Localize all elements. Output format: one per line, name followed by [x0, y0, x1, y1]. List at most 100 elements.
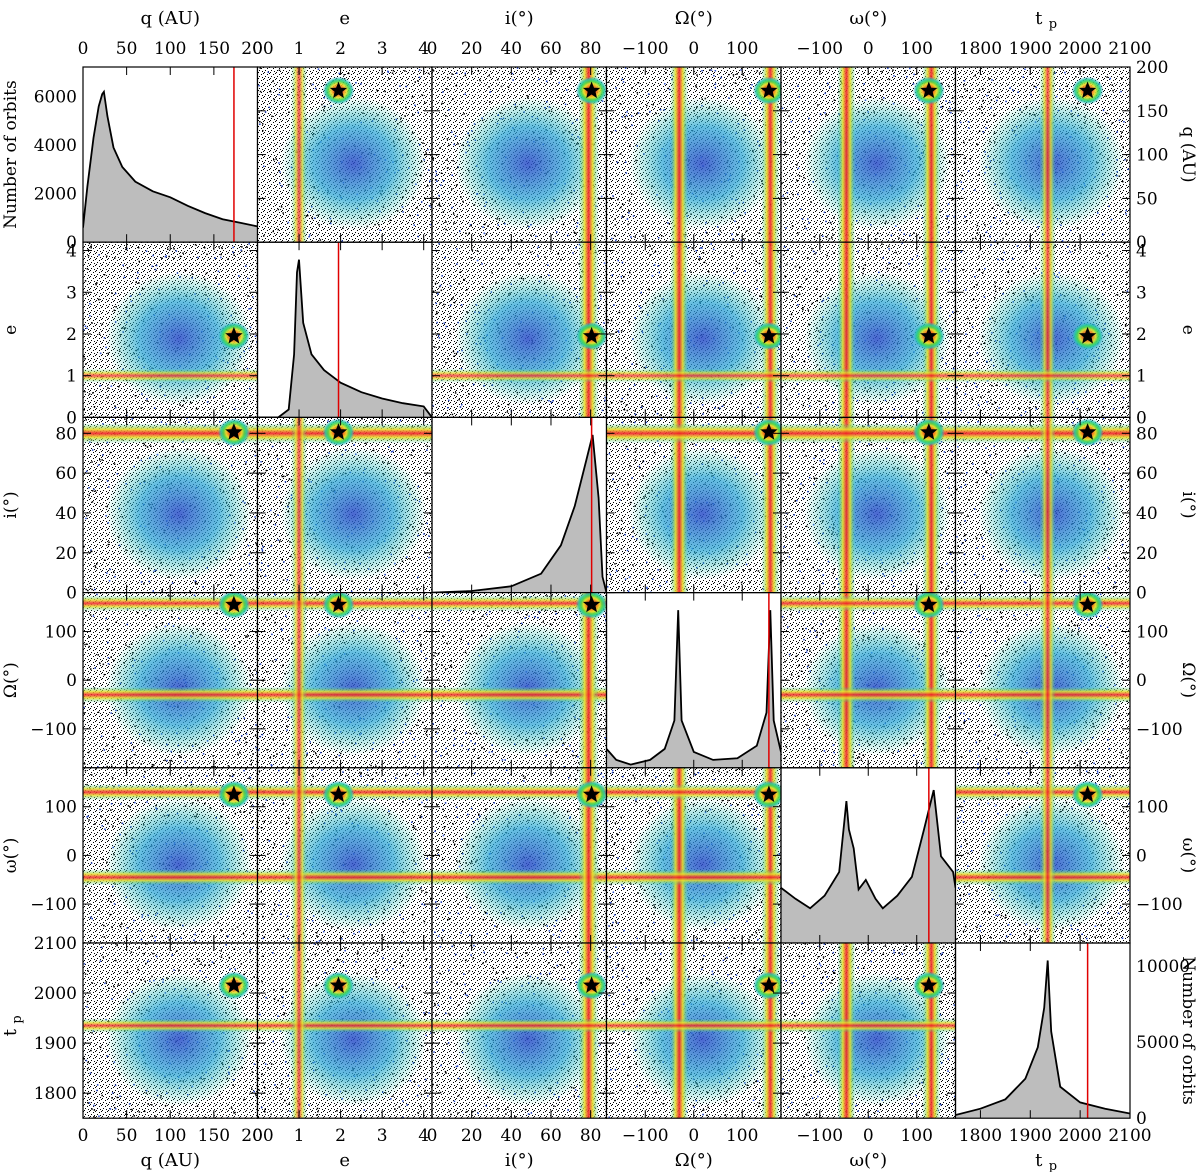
scatter-point	[1107, 566, 1109, 569]
scatter-point	[633, 384, 636, 386]
scatter-point	[274, 513, 276, 515]
scatter-point	[814, 455, 817, 457]
scatter-point	[978, 130, 981, 132]
scatter-point	[154, 268, 157, 271]
scatter-point	[342, 766, 345, 768]
scatter-point	[994, 401, 997, 404]
scatter-point	[252, 753, 254, 755]
scatter-point	[458, 398, 460, 401]
scatter-point	[621, 203, 624, 205]
scatter-point	[986, 94, 988, 97]
scatter-point	[111, 292, 113, 294]
scatter-point	[956, 184, 958, 187]
scatter-point	[879, 408, 882, 410]
scatter-point	[288, 111, 290, 113]
scatter-point	[238, 739, 241, 742]
scatter-point	[263, 165, 265, 168]
scatter-point	[453, 328, 455, 331]
scatter-point	[428, 528, 430, 530]
scatter-point	[404, 115, 406, 117]
scatter-point	[614, 224, 617, 226]
scatter-point	[151, 763, 154, 766]
scatter-point	[652, 578, 654, 580]
scatter-point	[639, 584, 641, 586]
scatter-point	[800, 483, 802, 485]
panel-e-vs-e	[256, 241, 433, 418]
scatter-point	[997, 96, 999, 98]
scatter-point	[429, 531, 431, 534]
scatter-point	[168, 255, 170, 258]
scatter-point	[996, 384, 998, 387]
scatter-point	[271, 633, 273, 636]
scatter-point	[451, 73, 453, 75]
scatter-point	[254, 669, 256, 671]
scatter-point	[622, 569, 625, 571]
scatter-point	[632, 215, 635, 217]
scatter-point	[355, 82, 357, 84]
scatter-point	[253, 519, 256, 521]
panel-ticks	[606, 242, 781, 418]
scatter-point	[90, 413, 93, 415]
scatter-point	[217, 270, 220, 273]
scatter-point	[758, 72, 761, 74]
scatter-point	[658, 271, 661, 274]
scatter-point	[271, 115, 273, 118]
scatter-point	[977, 421, 979, 423]
scatter-point	[391, 72, 394, 74]
scatter-point	[88, 636, 90, 638]
scatter-point	[627, 590, 630, 592]
scatter-point	[976, 386, 978, 388]
scatter-point	[1007, 271, 1010, 274]
scatter-point	[109, 568, 111, 571]
scatter-point	[202, 753, 205, 755]
scatter-point	[277, 514, 279, 516]
scatter-point	[1035, 86, 1037, 89]
scatter-point	[260, 461, 262, 463]
scatter-point	[270, 764, 272, 766]
scatter-point	[276, 496, 278, 498]
scatter-point	[94, 490, 97, 492]
scatter-point	[446, 159, 448, 161]
scatter-point	[417, 80, 419, 82]
scatter-point	[479, 79, 481, 82]
scatter-point	[554, 70, 556, 72]
scatter-point	[435, 170, 437, 173]
marked-orbit-star	[1078, 81, 1097, 99]
scatter-point	[398, 613, 400, 615]
scatter-point	[794, 295, 796, 297]
scatter-point	[489, 101, 491, 103]
scatter-point	[833, 99, 836, 101]
scatter-point	[996, 409, 999, 412]
scatter-point	[489, 610, 491, 613]
scatter-point	[827, 82, 829, 85]
scatter-point	[966, 472, 968, 474]
scatter-point	[416, 207, 418, 209]
scatter-point	[90, 245, 92, 247]
scatter-point	[309, 587, 312, 589]
scatter-point	[968, 499, 970, 501]
scatter-point	[916, 400, 919, 402]
scatter-point	[110, 656, 112, 658]
scatter-point	[803, 131, 805, 133]
scatter-point	[646, 587, 648, 590]
scatter-point	[829, 279, 832, 281]
scatter-point	[108, 580, 111, 582]
scatter-point	[753, 410, 755, 412]
scatter-point	[1011, 258, 1014, 260]
scatter-point	[1106, 255, 1109, 257]
scatter-point	[978, 269, 981, 271]
scatter-point	[182, 252, 184, 254]
scatter-point	[663, 456, 665, 458]
scatter-point	[310, 760, 313, 762]
scatter-point	[140, 763, 142, 765]
panel-i-vs-i	[431, 416, 608, 594]
scatter-point	[455, 352, 458, 355]
scatter-point	[184, 269, 186, 272]
scatter-point	[282, 766, 284, 768]
scatter-point	[617, 259, 619, 262]
density-band	[761, 417, 780, 593]
scatter-point	[990, 225, 992, 228]
scatter-point	[414, 755, 416, 758]
scatter-point	[974, 276, 976, 278]
scatter-point	[976, 547, 978, 549]
